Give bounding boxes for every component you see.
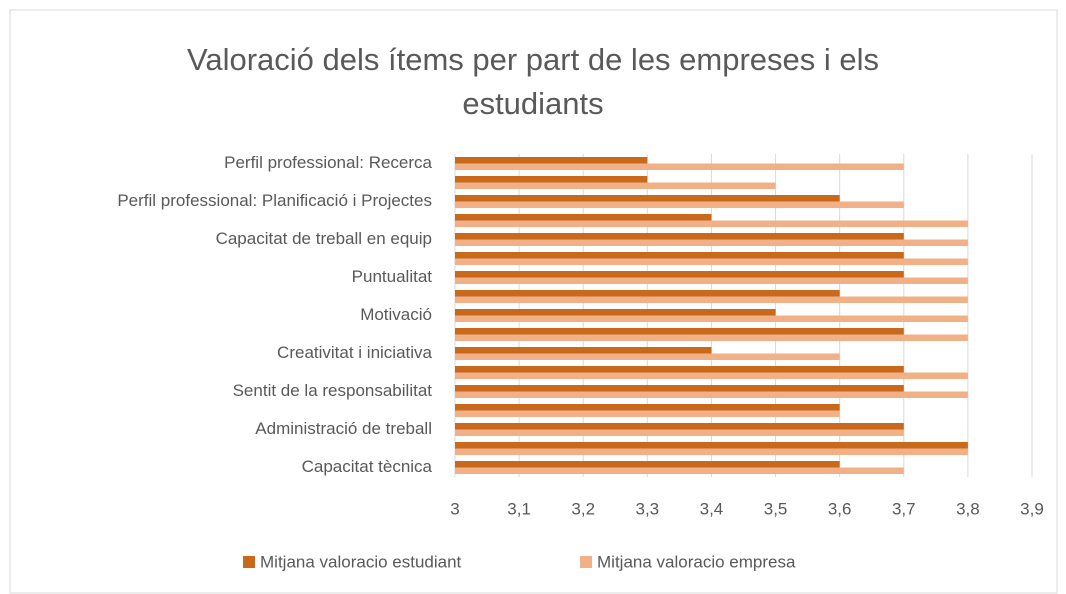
bar <box>455 157 648 164</box>
bar <box>455 258 968 265</box>
bar <box>455 201 904 208</box>
bar <box>455 220 968 227</box>
bar <box>455 271 904 278</box>
bar <box>455 252 904 259</box>
bar <box>455 385 904 392</box>
y-tick-label: Creativitat i iniciativa <box>277 343 432 362</box>
bar <box>455 461 840 468</box>
bar <box>455 290 840 297</box>
legend-swatch <box>580 556 592 568</box>
x-tick-label: 3,9 <box>1020 499 1044 518</box>
bar <box>455 442 968 449</box>
x-tick-label: 3,7 <box>892 499 916 518</box>
bar <box>455 410 840 417</box>
legend-swatch <box>243 556 255 568</box>
chart-title: Valoració dels ítems per part de les emp… <box>186 42 880 121</box>
y-tick-label: Puntualitat <box>352 267 433 286</box>
x-tick-label: 3,2 <box>571 499 595 518</box>
x-tick-label: 3,1 <box>507 499 531 518</box>
chart-border <box>9 9 1058 594</box>
x-tick-label: 3 <box>450 499 459 518</box>
bar <box>455 372 968 379</box>
bar <box>455 391 968 398</box>
y-tick-label: Sentit de la responsabilitat <box>233 381 433 400</box>
bar <box>455 404 840 411</box>
bar <box>455 233 904 240</box>
bar <box>455 309 776 316</box>
x-tick-label: 3,6 <box>828 499 852 518</box>
y-tick-label: Perfil professional: Planificació i Proj… <box>117 191 432 210</box>
bar <box>455 182 776 189</box>
x-tick-label: 3,5 <box>764 499 788 518</box>
bar <box>455 277 968 284</box>
y-tick-label: Administració de treball <box>255 419 432 438</box>
y-tick-label: Motivació <box>360 305 432 324</box>
legend-label: Mitjana valoracio empresa <box>597 552 796 571</box>
y-tick-label: Capacitat tècnica <box>302 457 433 476</box>
bar <box>455 347 712 354</box>
bar <box>455 195 840 202</box>
bar <box>455 214 712 221</box>
bar <box>455 448 968 455</box>
y-tick-label: Capacitat de treball en equip <box>216 229 432 248</box>
x-tick-label: 3,3 <box>636 499 660 518</box>
bar <box>455 315 968 322</box>
bar <box>455 423 904 430</box>
bar <box>455 296 968 303</box>
bar <box>455 429 904 436</box>
legend-label: Mitjana valoracio estudiant <box>260 552 462 571</box>
x-tick-label: 3,4 <box>700 499 724 518</box>
bar <box>455 328 904 335</box>
bar <box>455 366 904 373</box>
bar <box>455 353 840 360</box>
bar <box>455 334 968 341</box>
bar <box>455 163 904 170</box>
bar <box>455 239 968 246</box>
x-tick-label: 3,8 <box>956 499 980 518</box>
bar <box>455 467 904 474</box>
bar <box>455 176 648 183</box>
y-tick-label: Perfil professional: Recerca <box>224 153 432 172</box>
